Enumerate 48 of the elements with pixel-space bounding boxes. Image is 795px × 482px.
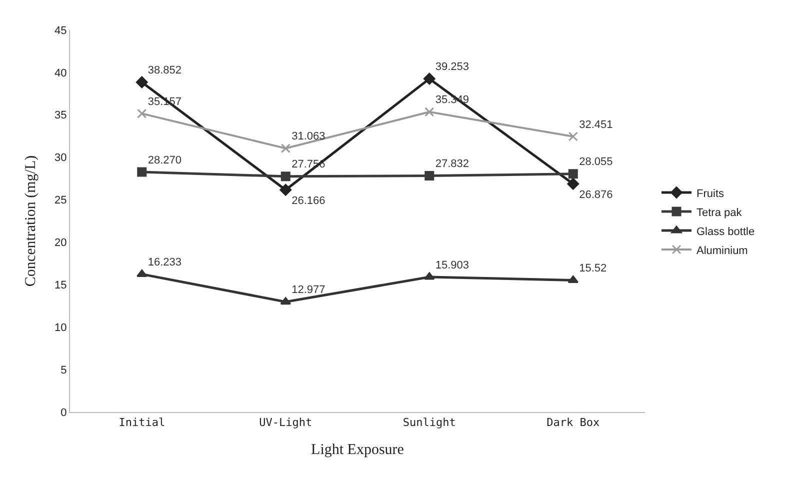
point: [423, 72, 436, 85]
point: [280, 184, 292, 196]
data-label: 27.832: [435, 158, 470, 170]
point: [424, 107, 434, 117]
y-tick-label: 40: [54, 67, 67, 80]
x-tick-label: UV-Light: [259, 416, 312, 430]
y-tick-label: 0: [60, 406, 67, 419]
y-tick-label: 35: [54, 110, 67, 122]
data-label: 26.876: [579, 189, 613, 202]
point: [424, 272, 435, 280]
y-tick-label: 30: [54, 152, 67, 164]
point: [280, 297, 291, 305]
point: [567, 178, 580, 190]
data-label: 39.253: [435, 61, 470, 74]
y-tick-label: 20: [54, 237, 67, 250]
point: [568, 132, 578, 142]
legend-label: Aluminium: [696, 244, 748, 257]
y-tick-label: 15: [54, 280, 67, 292]
data-label: 38.852: [148, 64, 182, 76]
x-axis-title: Light Exposure: [311, 442, 404, 458]
data-label: 12.977: [292, 284, 326, 296]
legend-label: Fruits: [696, 188, 724, 200]
data-label: 28.270: [148, 154, 182, 166]
point: [136, 269, 148, 277]
legend-label: Tetra pak: [696, 206, 742, 219]
x-tick-label: Initial: [118, 416, 166, 430]
data-label: 28.055: [579, 156, 613, 168]
x-tick-label: Sunlight: [402, 416, 456, 430]
data-label: 31.063: [292, 130, 326, 143]
point: [137, 167, 147, 177]
point: [424, 170, 434, 180]
data-label: 15.52: [579, 262, 607, 274]
point: [280, 144, 290, 154]
x-tick-label: Dark Box: [546, 416, 600, 430]
data-label: 32.451: [579, 118, 613, 131]
y-tick-label: 45: [54, 24, 67, 37]
data-label: 26.166: [292, 195, 326, 208]
legend-label: Glass bottle: [696, 226, 755, 238]
point: [280, 172, 290, 182]
y-tick-label: 10: [54, 322, 67, 334]
y-axis-title: Concentration (mg/L): [22, 155, 39, 287]
point: [568, 169, 578, 179]
data-label: 15.903: [435, 259, 470, 272]
point: [137, 108, 147, 118]
y-tick-label: 25: [54, 194, 67, 207]
point: [136, 76, 148, 88]
data-label: 16.233: [148, 256, 182, 268]
y-tick-label: 5: [60, 364, 67, 376]
